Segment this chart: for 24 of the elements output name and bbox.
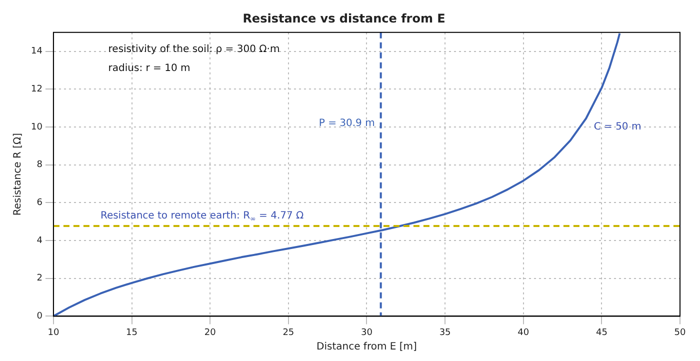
x-tick-label: 45 — [596, 328, 608, 338]
x-tick-label: 30 — [361, 328, 373, 338]
x-tick-label: 20 — [204, 328, 216, 338]
y-axis-title: Resistance R [Ω] — [12, 132, 24, 216]
x-tick-label: 35 — [439, 328, 451, 338]
x-tick-label: 25 — [282, 328, 294, 338]
y-tick-label: 0 — [36, 312, 43, 322]
x-tick-label: 40 — [518, 328, 530, 338]
y-tick-label: 12 — [31, 84, 42, 95]
x-tick-label: 15 — [126, 328, 138, 338]
x-tick-label: 50 — [674, 328, 686, 338]
chart-title: Resistance vs distance from E — [242, 11, 446, 26]
y-tick-label: 6 — [36, 198, 43, 208]
y-tick-label: 10 — [31, 122, 43, 132]
y-tick-label: 8 — [36, 160, 43, 170]
x-tick-label: 10 — [48, 328, 60, 338]
ref-line-label: P = 30.9 m — [318, 118, 375, 129]
y-tick-label: 4 — [36, 236, 43, 246]
annotation: C = 50 m — [594, 122, 642, 133]
annotation: radius: r = 10 m — [108, 62, 190, 74]
y-tick-label: 14 — [31, 46, 43, 57]
annotation: resistivity of the soil: ρ = 300 Ω·m — [108, 44, 280, 56]
y-tick-label: 2 — [36, 274, 42, 284]
x-axis-title: Distance from E [m] — [316, 342, 418, 353]
